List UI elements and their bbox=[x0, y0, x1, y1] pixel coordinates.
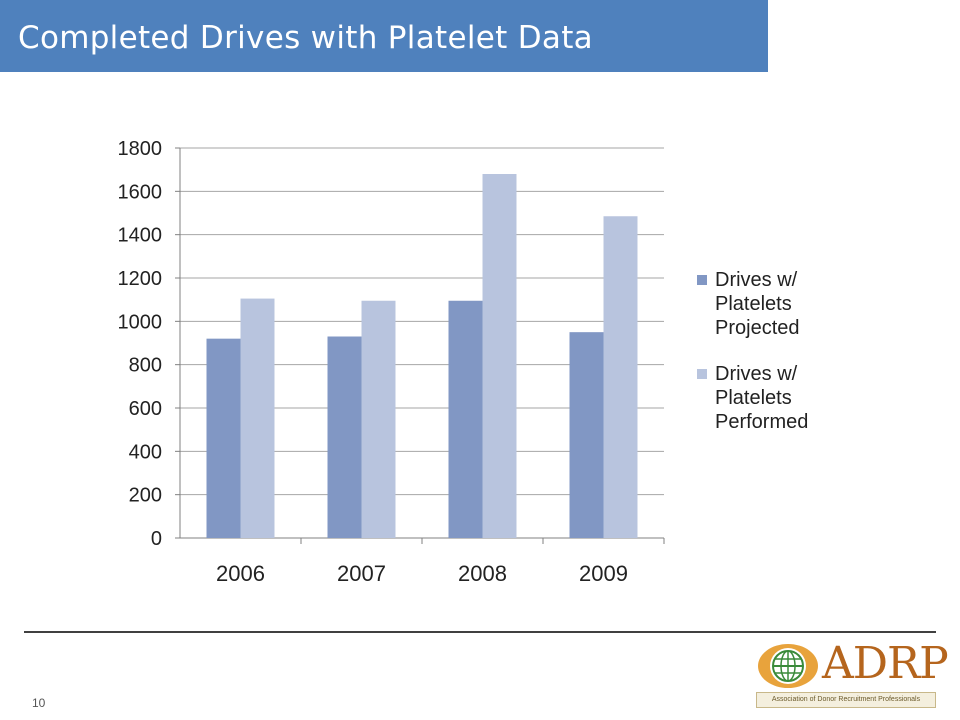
x-tick-label: 2006 bbox=[216, 561, 265, 586]
bar-performed-2006 bbox=[240, 298, 275, 538]
legend-swatch-projected bbox=[697, 275, 707, 285]
y-tick-label: 800 bbox=[129, 355, 162, 377]
legend-item-performed: Drives w/ Platelets Performed bbox=[697, 362, 917, 434]
bar-projected-2006 bbox=[206, 338, 241, 538]
y-tick-label: 400 bbox=[129, 441, 162, 463]
y-tick-label: 200 bbox=[129, 485, 162, 507]
y-tick-label: 1600 bbox=[118, 181, 163, 203]
legend-swatch-performed bbox=[697, 369, 707, 379]
bar-performed-2007 bbox=[361, 300, 396, 538]
bar-chart: 0 200 400 600 800 1000 1200 1400 1600 1800 2006 200… bbox=[118, 138, 665, 586]
page-number: 10 bbox=[32, 696, 46, 710]
title-bar: Completed Drives with Platelet Data bbox=[0, 0, 768, 72]
x-tick-label: 2008 bbox=[458, 561, 507, 586]
adrp-logo: ADRP Association of Donor Recruitment Pr… bbox=[754, 638, 949, 710]
globe-icon bbox=[758, 644, 818, 688]
y-tick-label: 1200 bbox=[118, 268, 163, 290]
legend-label-performed: Drives w/ Platelets Performed bbox=[715, 363, 809, 433]
legend-label-projected: Drives w/ Platelets Projected bbox=[715, 269, 800, 339]
legend-item-projected: Drives w/ Platelets Projected bbox=[697, 268, 917, 340]
bar-projected-2008 bbox=[448, 300, 483, 538]
bar-projected-2009 bbox=[569, 332, 604, 538]
y-tick-label: 0 bbox=[151, 528, 162, 550]
x-tick-label: 2009 bbox=[579, 561, 628, 586]
bar-performed-2008 bbox=[482, 174, 517, 538]
logo-subtitle: Association of Donor Recruitment Profess… bbox=[756, 692, 936, 708]
page-title: Completed Drives with Platelet Data bbox=[18, 20, 593, 56]
y-tick-label: 600 bbox=[129, 398, 162, 420]
logo-name: ADRP bbox=[822, 638, 949, 689]
bar-projected-2007 bbox=[327, 336, 362, 538]
y-tick-label: 1800 bbox=[118, 138, 163, 160]
footer-divider bbox=[24, 631, 936, 633]
chart-legend: Drives w/ Platelets Projected Drives w/ … bbox=[697, 268, 917, 456]
y-tick-label: 1000 bbox=[118, 311, 163, 333]
y-tick-label: 1400 bbox=[118, 225, 163, 247]
bar-performed-2009 bbox=[603, 216, 638, 538]
x-tick-label: 2007 bbox=[337, 561, 386, 586]
